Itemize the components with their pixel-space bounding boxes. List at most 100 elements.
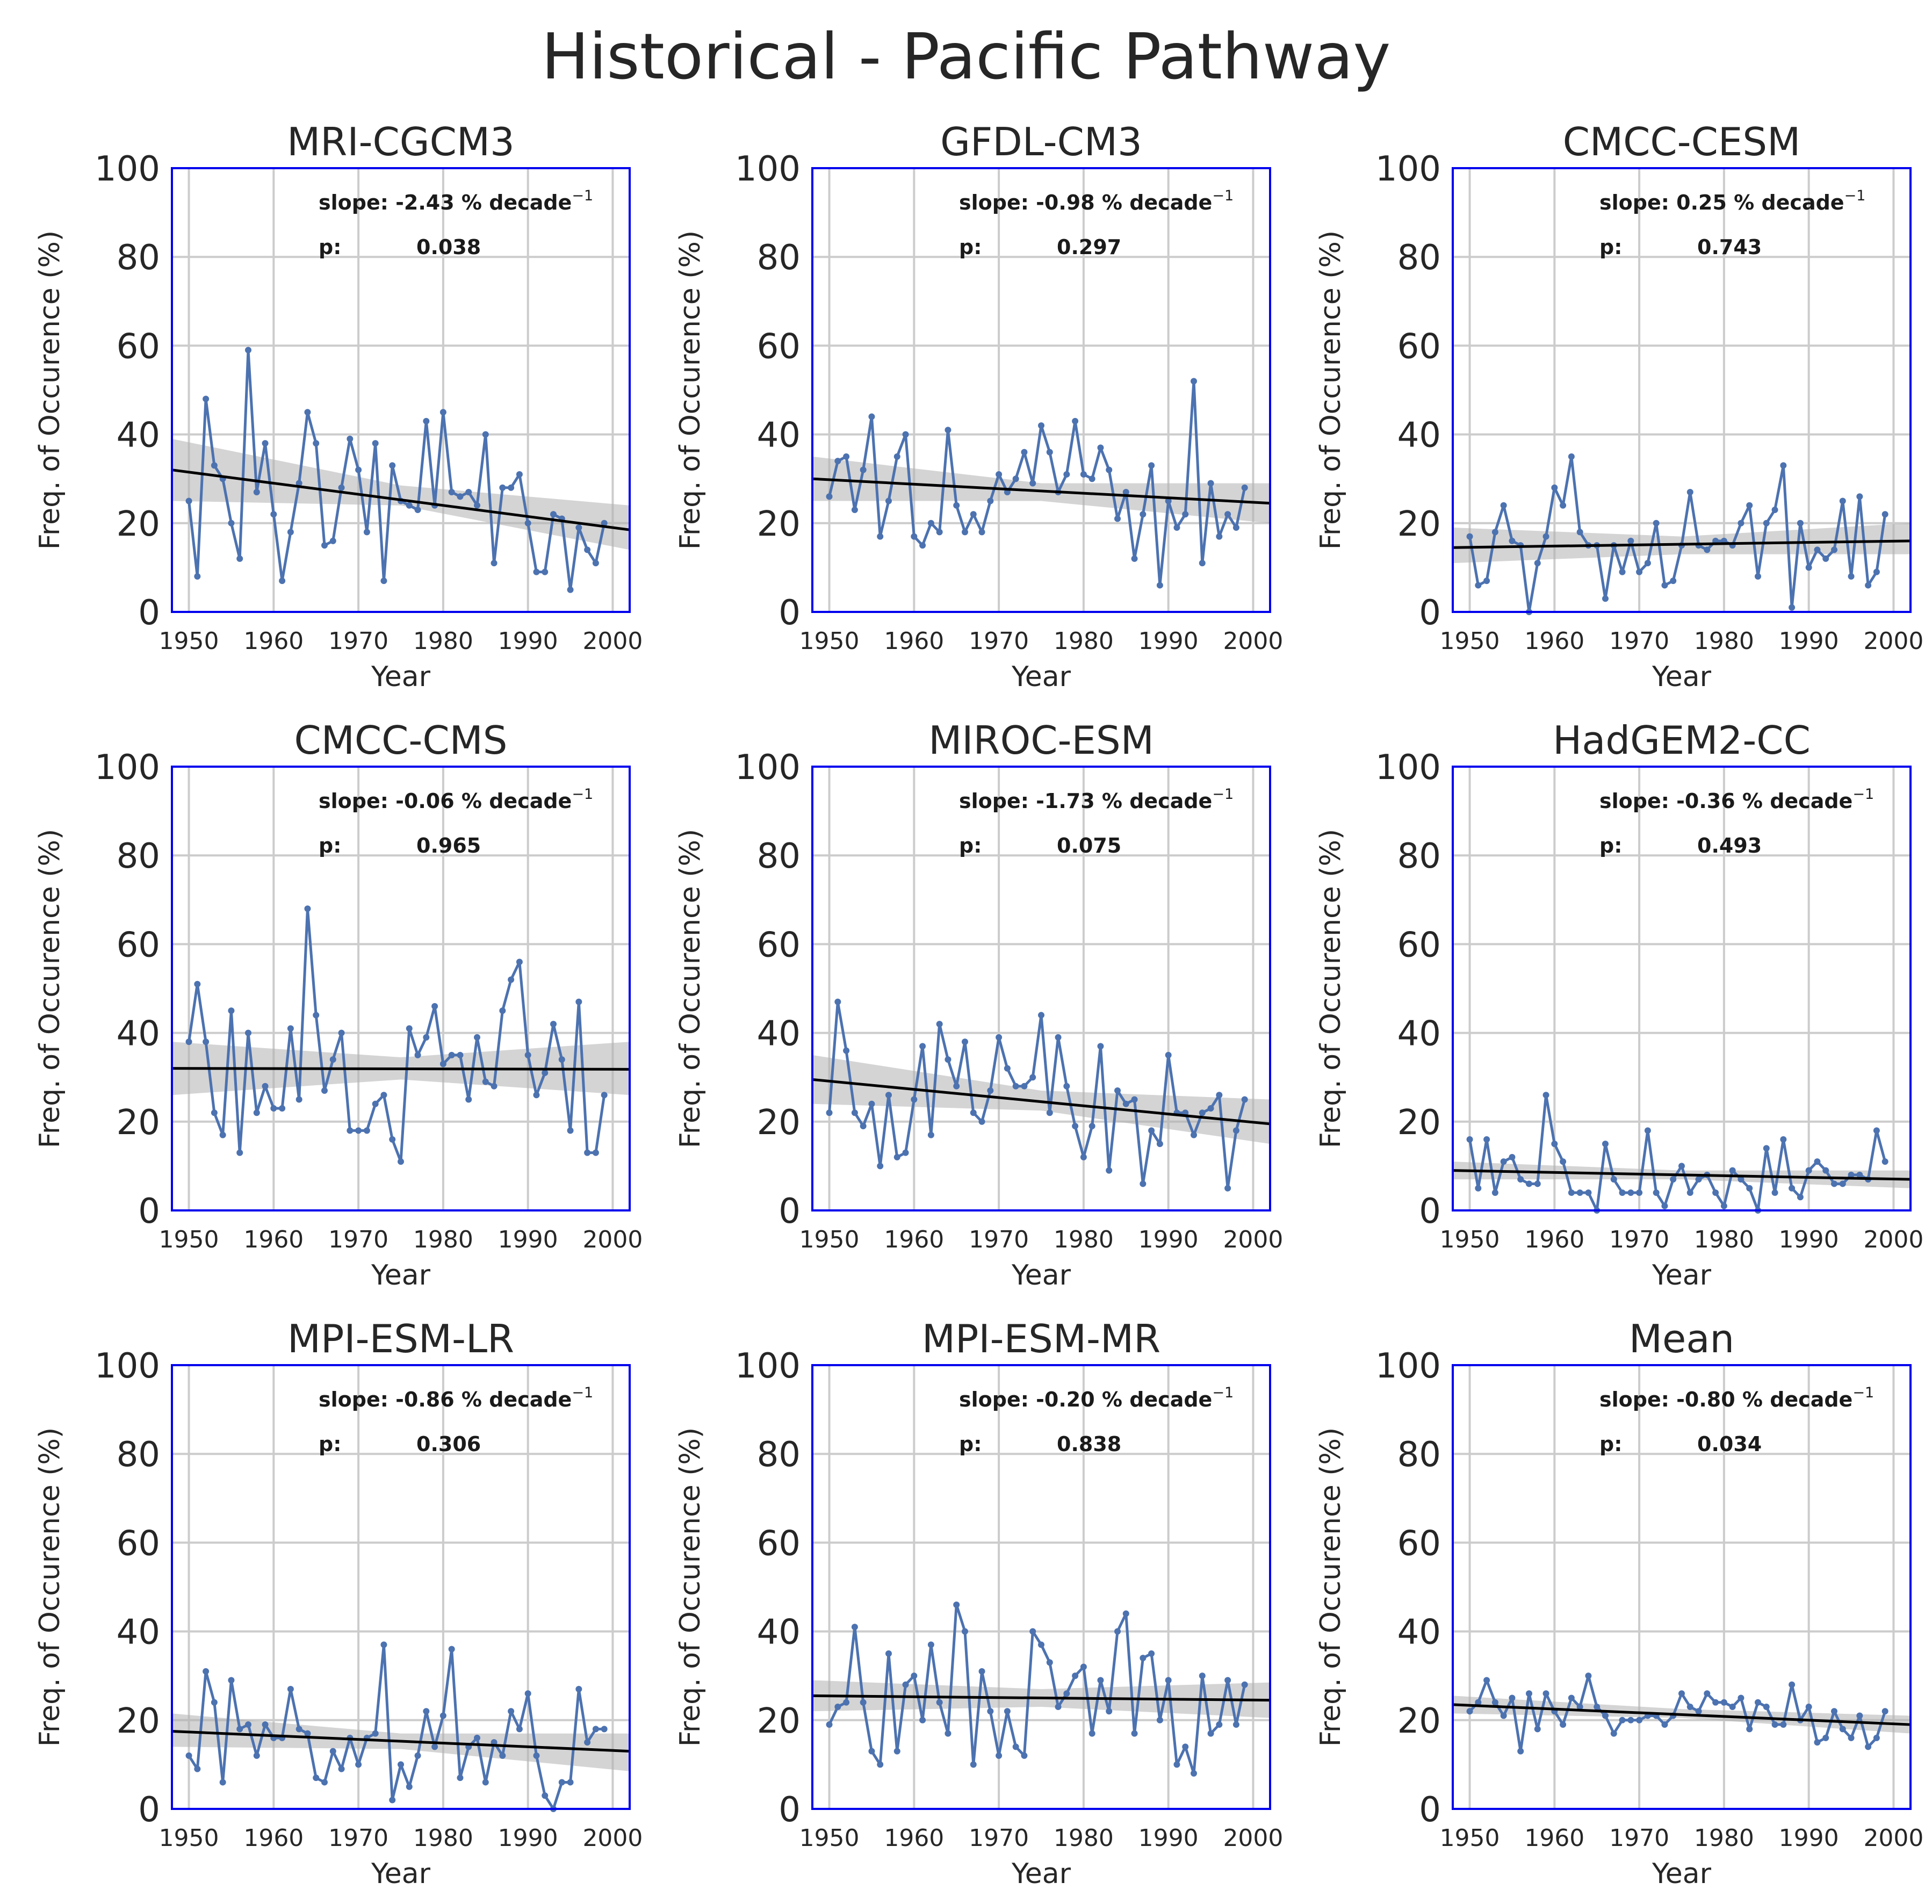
data-point <box>1165 1051 1172 1058</box>
y-tick-label: 20 <box>757 1701 801 1741</box>
data-point <box>978 1118 985 1125</box>
data-point <box>1704 546 1711 553</box>
p-label: p: <box>959 235 982 259</box>
x-tick-label: 2000 <box>1223 1824 1283 1852</box>
y-tick-label: 60 <box>757 327 801 366</box>
data-point <box>1805 564 1812 571</box>
data-point <box>211 462 218 469</box>
slope-exponent: −1 <box>572 187 593 204</box>
x-tick-label: 1950 <box>159 628 219 655</box>
x-tick-label: 1950 <box>1440 628 1500 655</box>
series-line <box>828 379 1246 587</box>
data-point <box>851 1109 858 1116</box>
chart-panel-7: 0 20 40 60 80 100 1950 1960 1970 1980 1990 2000 MPI-… <box>34 1316 643 1890</box>
y-axis-label: Freq. of Occurence (%) <box>1315 1427 1347 1747</box>
data-point <box>1568 453 1575 460</box>
x-tick-label: 2000 <box>1863 1226 1923 1253</box>
y-tick-label: 0 <box>778 1192 801 1231</box>
data-point <box>902 1681 909 1688</box>
data-point <box>439 1712 446 1719</box>
slope-text: slope: -0.20 % decade <box>959 1388 1212 1411</box>
data-point <box>474 1034 480 1041</box>
p-label: p: <box>319 834 341 857</box>
x-tick-label: 1990 <box>498 628 558 655</box>
y-tick-label: 80 <box>1397 238 1441 278</box>
data-point <box>1122 488 1129 495</box>
data-point <box>1224 1185 1231 1192</box>
data-point <box>1483 578 1490 585</box>
data-point <box>1856 493 1863 500</box>
data-point <box>1661 582 1668 589</box>
data-point <box>398 1158 404 1165</box>
data-point <box>1755 1699 1761 1706</box>
y-axis-label: Freq. of Occurence (%) <box>34 829 66 1148</box>
y-tick-label: 20 <box>117 1701 160 1741</box>
data-point <box>1881 1158 1888 1165</box>
data-point <box>185 1038 192 1045</box>
chart-panel-6: 0 20 40 60 80 100 1950 1960 1970 1980 1990 2000 HadG… <box>1315 718 1923 1292</box>
data-point <box>1848 1734 1855 1741</box>
data-point <box>1491 529 1498 536</box>
data-point <box>1038 1641 1044 1648</box>
data-point <box>1534 1726 1541 1733</box>
data-point <box>219 1779 226 1786</box>
data-point <box>1576 529 1583 536</box>
p-value: 0.743 <box>1697 235 1762 259</box>
p-label: p: <box>1599 235 1622 259</box>
data-point <box>978 1668 985 1675</box>
data-point <box>1148 1650 1155 1657</box>
x-tick-label: 1990 <box>1138 1226 1199 1253</box>
data-point <box>1038 422 1044 429</box>
x-tick-label: 2000 <box>1863 628 1923 655</box>
slope-annotation: slope: -0.36 % decade−1 <box>1599 786 1874 813</box>
x-tick-label: 2000 <box>582 628 643 655</box>
data-point <box>423 417 430 424</box>
data-point <box>380 578 387 585</box>
data-point <box>1097 1677 1104 1684</box>
data-point <box>1881 1708 1888 1715</box>
data-point <box>1021 449 1028 456</box>
panel-title: MPI-ESM-MR <box>922 1316 1160 1361</box>
data-point <box>1004 1065 1011 1072</box>
data-point <box>893 1748 900 1755</box>
data-point <box>372 1730 379 1737</box>
data-point <box>953 1083 960 1090</box>
series-line <box>188 349 606 592</box>
data-point <box>1653 520 1660 527</box>
x-axis-label: Year <box>1652 661 1712 693</box>
data-point <box>877 1761 884 1768</box>
data-point <box>439 1061 446 1068</box>
data-point <box>1763 520 1770 527</box>
data-point <box>448 1051 455 1058</box>
data-point <box>1822 1167 1829 1174</box>
y-tick-label: 100 <box>95 1346 160 1386</box>
data-point <box>1653 1189 1660 1196</box>
data-point <box>558 1779 565 1786</box>
x-axis-label: Year <box>371 661 431 693</box>
data-point <box>491 1083 498 1090</box>
plot-frame <box>811 766 1271 1211</box>
x-tick-label: 1950 <box>799 1824 860 1852</box>
slope-annotation: slope: -0.20 % decade−1 <box>959 1384 1234 1411</box>
data-point <box>1602 1712 1609 1719</box>
data-point <box>389 462 396 469</box>
plot-frame <box>171 1364 631 1810</box>
plot-frame <box>811 167 1271 613</box>
data-point <box>1568 1694 1575 1701</box>
data-point <box>423 1034 430 1041</box>
data-point <box>1182 1743 1189 1750</box>
data-point <box>482 431 489 438</box>
data-point <box>1678 1163 1685 1170</box>
data-point <box>1475 1185 1482 1192</box>
data-point <box>1542 533 1549 540</box>
y-tick-label: 20 <box>1397 504 1441 544</box>
x-tick-label: 1960 <box>884 628 944 655</box>
data-point <box>1140 511 1147 518</box>
data-point <box>270 1105 277 1112</box>
data-point <box>1738 1694 1744 1701</box>
data-point <box>1207 480 1214 487</box>
data-point <box>868 413 875 420</box>
data-point <box>851 507 858 514</box>
y-tick-label: 0 <box>138 593 160 633</box>
x-tick-label: 1980 <box>413 1824 473 1852</box>
